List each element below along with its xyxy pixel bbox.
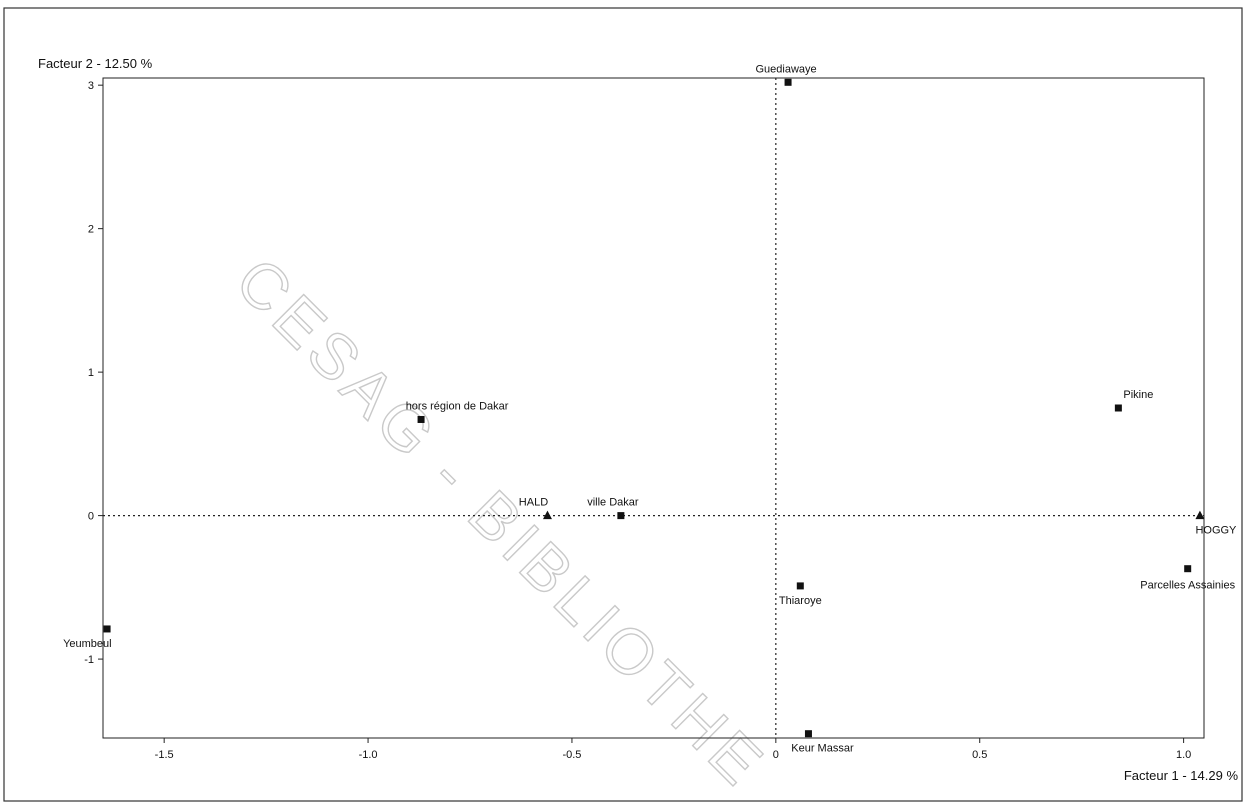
x-axis-title: Facteur 1 - 14.29 %: [1124, 768, 1239, 783]
y-axis-ticks: -1 0 1 2 3: [84, 80, 103, 666]
y-tick-label: 2: [88, 224, 94, 236]
point-marker-square: [617, 512, 625, 520]
point-label: Thiaroye: [779, 595, 822, 607]
point-marker-square: [784, 78, 792, 86]
x-axis-ticks: -1.5 -1.0 -0.5 0 0.5 1.0: [155, 738, 1191, 761]
point-marker-square: [804, 730, 812, 738]
point-marker-triangle: [542, 510, 552, 520]
x-tick-label: -1.5: [155, 749, 174, 761]
point-marker-square: [1184, 565, 1192, 573]
x-tick-label: 0: [773, 749, 779, 761]
point-label: Yeumbeul: [63, 638, 112, 650]
watermark: CESAG - BIBLIOTHE: [222, 244, 780, 802]
point-marker-square: [1114, 404, 1122, 412]
x-tick-label: -0.5: [562, 749, 581, 761]
point-label: HALD: [519, 497, 548, 509]
point-label: Pikine: [1123, 389, 1153, 401]
data-points: Guediawaye hors région de Dakar Pikine vill…: [63, 63, 1237, 754]
x-tick-label: -1.0: [359, 749, 378, 761]
point-marker-square: [103, 625, 111, 633]
y-axis-title: Facteur 2 - 12.50 %: [38, 56, 153, 71]
y-tick-label: -1: [84, 654, 94, 666]
point-label: hors région de Dakar: [406, 400, 509, 412]
point-label: Parcelles Assainies: [1140, 580, 1235, 592]
y-tick-label: 1: [88, 367, 94, 379]
point-label: HOGGY: [1195, 525, 1237, 537]
plot-frame: [102, 77, 1205, 739]
outer-frame: [3, 7, 1243, 802]
point-label: ville Dakar: [587, 497, 639, 509]
point-label: Guediawaye: [755, 63, 816, 75]
point-marker-square: [796, 582, 804, 590]
x-tick-label: 1.0: [1176, 749, 1191, 761]
point-marker-triangle: [1195, 510, 1205, 520]
point-marker-square: [417, 415, 425, 423]
point-label: Keur Massar: [791, 743, 854, 755]
y-tick-label: 3: [88, 80, 94, 92]
y-tick-label: 0: [88, 511, 94, 523]
x-tick-label: 0.5: [972, 749, 987, 761]
